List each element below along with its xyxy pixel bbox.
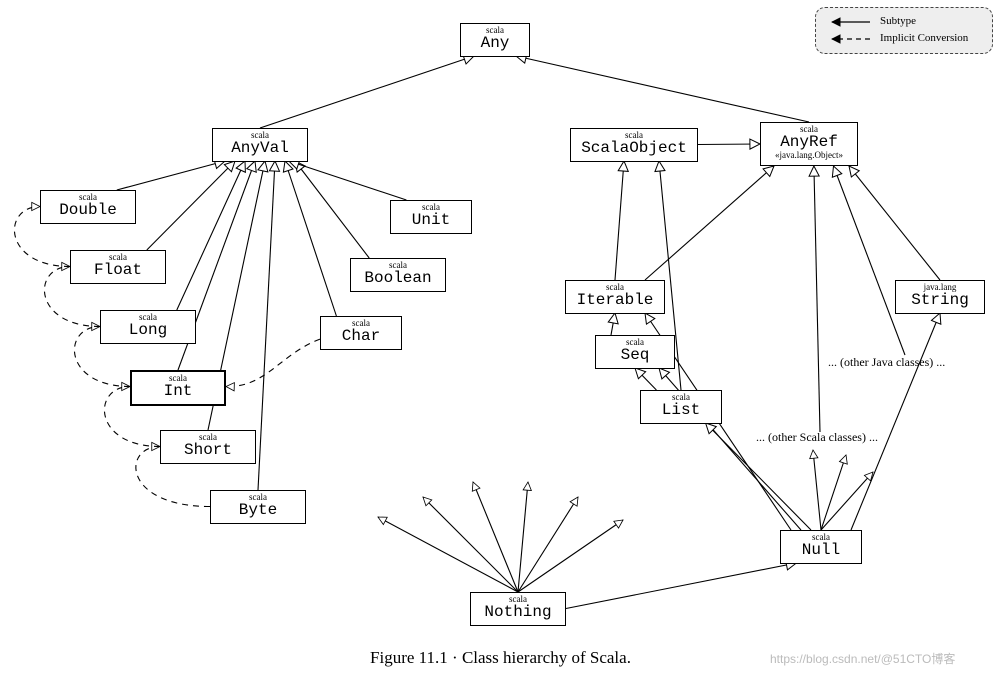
node-class: String [904, 292, 976, 309]
node-class: Float [79, 262, 157, 279]
node-null: scalaNull [780, 530, 862, 564]
node-int: scalaInt [130, 370, 226, 406]
node-class: Seq [604, 347, 666, 364]
node-class: Byte [219, 502, 297, 519]
node-anyref: scalaAnyRef«java.lang.Object» [760, 122, 858, 166]
node-subtitle: «java.lang.Object» [769, 151, 849, 160]
node-class: Double [49, 202, 127, 219]
node-class: Null [789, 542, 853, 559]
legend-box: Subtype Implicit Conversion [815, 7, 993, 54]
annotation-text: ... (other Java classes) ... [828, 355, 945, 370]
node-class: Iterable [574, 292, 656, 309]
node-seq: scalaSeq [595, 335, 675, 369]
node-class: List [649, 402, 713, 419]
node-iterable: scalaIterable [565, 280, 665, 314]
node-class: Long [109, 322, 187, 339]
legend-label: Implicit Conversion [880, 31, 968, 46]
node-byte: scalaByte [210, 490, 306, 524]
node-double: scalaDouble [40, 190, 136, 224]
node-class: Int [140, 383, 216, 400]
node-class: ScalaObject [579, 140, 689, 157]
node-class: AnyVal [221, 140, 299, 157]
watermark-text: https://blog.csdn.net/@51CTO博客 [770, 650, 955, 667]
node-anyval: scalaAnyVal [212, 128, 308, 162]
node-class: Nothing [479, 604, 557, 621]
node-long: scalaLong [100, 310, 196, 344]
node-list: scalaList [640, 390, 722, 424]
node-unit: scalaUnit [390, 200, 472, 234]
node-any: scalaAny [460, 23, 530, 57]
node-class: Short [169, 442, 247, 459]
legend-row: Subtype [826, 14, 982, 29]
diagram-canvas: scalaAny scalaAnyVal scalaScalaObject scala… [0, 0, 1001, 682]
legend-row: Implicit Conversion [826, 31, 982, 46]
legend-label: Subtype [880, 14, 916, 29]
node-class: Unit [399, 212, 463, 229]
node-string: java.langString [895, 280, 985, 314]
node-nothing: scalaNothing [470, 592, 566, 626]
node-char: scalaChar [320, 316, 402, 350]
node-class: Boolean [359, 270, 437, 287]
annotation-text: ... (other Scala classes) ... [756, 430, 878, 445]
node-boolean: scalaBoolean [350, 258, 446, 292]
node-short: scalaShort [160, 430, 256, 464]
node-class: Char [329, 328, 393, 345]
node-float: scalaFloat [70, 250, 166, 284]
node-class: AnyRef [769, 134, 849, 151]
node-class: Any [469, 35, 521, 52]
node-scalaobject: scalaScalaObject [570, 128, 698, 162]
